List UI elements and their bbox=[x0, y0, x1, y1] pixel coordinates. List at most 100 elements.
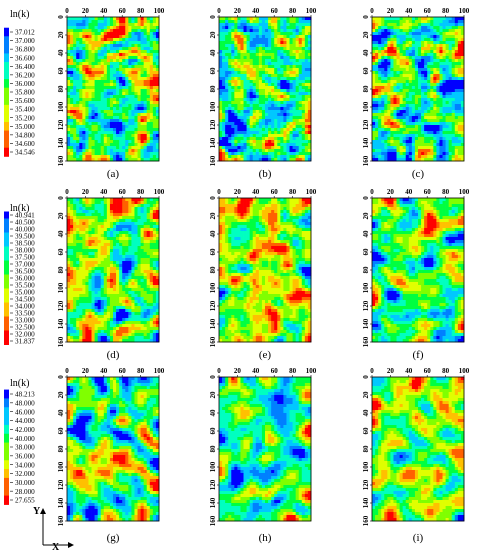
heatmap-cell bbox=[116, 53, 120, 57]
heatmap-cell bbox=[271, 92, 275, 96]
heatmap-cell bbox=[91, 237, 95, 241]
heatmap-cell bbox=[85, 59, 89, 63]
heatmap-cell bbox=[378, 149, 382, 153]
heatmap-cell bbox=[100, 219, 105, 223]
heatmap-cell bbox=[134, 231, 138, 235]
heatmap-cell bbox=[381, 155, 385, 159]
heatmap-cell bbox=[268, 92, 272, 96]
heatmap-cell bbox=[252, 17, 257, 21]
heatmap-cell bbox=[261, 140, 266, 144]
heatmap-cell bbox=[128, 101, 132, 105]
heatmap-cell bbox=[128, 38, 132, 42]
heatmap-cell bbox=[125, 137, 129, 141]
heatmap-cell bbox=[149, 213, 154, 217]
heatmap-cell bbox=[228, 26, 232, 30]
heatmap-cell bbox=[396, 80, 400, 84]
heatmap-cell bbox=[454, 74, 459, 78]
x-tick-label: 40 bbox=[252, 7, 260, 15]
x-tick-label: 60 bbox=[271, 7, 279, 15]
heatmap-cell bbox=[258, 149, 263, 153]
heatmap-cell bbox=[137, 231, 141, 235]
heatmap-cell bbox=[387, 41, 391, 45]
heatmap-cell bbox=[94, 234, 99, 238]
heatmap-cell bbox=[91, 107, 95, 111]
heatmap-cell bbox=[252, 134, 257, 138]
heatmap-cell bbox=[91, 38, 95, 42]
heatmap-cell bbox=[85, 65, 89, 69]
heatmap-cell bbox=[268, 137, 272, 141]
heatmap-cell bbox=[82, 71, 86, 75]
heatmap-cell bbox=[427, 86, 431, 90]
heatmap-cell bbox=[100, 216, 105, 220]
heatmap-cell bbox=[113, 83, 117, 87]
heatmap-cell bbox=[246, 26, 251, 30]
x-tick-label: 80 bbox=[289, 7, 297, 15]
heatmap-cell bbox=[85, 240, 89, 244]
heatmap-cell bbox=[79, 110, 83, 114]
heatmap-cell bbox=[405, 116, 410, 120]
heatmap-cell bbox=[106, 32, 111, 36]
heatmap-cell bbox=[439, 155, 443, 159]
heatmap-cell bbox=[140, 26, 145, 30]
heatmap-cell bbox=[307, 47, 312, 51]
heatmap-cell bbox=[243, 101, 247, 105]
heatmap-cell bbox=[307, 107, 312, 111]
heatmap-cell bbox=[73, 80, 77, 84]
heatmap-cell bbox=[277, 80, 281, 84]
heatmap-cell bbox=[255, 128, 260, 132]
heatmap-cell bbox=[304, 134, 309, 138]
heatmap-cell bbox=[119, 222, 123, 226]
heatmap-cell bbox=[100, 101, 105, 105]
legend-swatch bbox=[4, 316, 9, 324]
heatmap-cell bbox=[457, 80, 462, 84]
heatmap-cell bbox=[237, 104, 241, 108]
heatmap-cell bbox=[152, 134, 157, 138]
heatmap-cell bbox=[73, 71, 77, 75]
heatmap-cell bbox=[106, 17, 111, 21]
heatmap-cell bbox=[146, 47, 151, 51]
heatmap-cell bbox=[155, 98, 160, 102]
heatmap-cell bbox=[234, 95, 238, 99]
heatmap-cell bbox=[283, 107, 287, 111]
heatmap-cell bbox=[274, 83, 278, 87]
heatmap-cell bbox=[97, 65, 102, 69]
heatmap-cell bbox=[91, 119, 95, 123]
heatmap-cell bbox=[433, 32, 437, 36]
heatmap-cell bbox=[454, 80, 459, 84]
heatmap-cell bbox=[143, 35, 148, 39]
heatmap-cell bbox=[91, 140, 95, 144]
heatmap-cell bbox=[454, 53, 459, 57]
heatmap-cell bbox=[454, 152, 459, 156]
heatmap-cell bbox=[94, 216, 99, 220]
heatmap-cell bbox=[219, 128, 223, 132]
heatmap-cell bbox=[396, 89, 400, 93]
heatmap-cell bbox=[152, 216, 157, 220]
heatmap-cell bbox=[73, 68, 77, 72]
heatmap-cell bbox=[454, 116, 459, 120]
heatmap-cell bbox=[387, 68, 391, 72]
heatmap-cell bbox=[70, 80, 74, 84]
heatmap-cell bbox=[430, 134, 434, 138]
heatmap-cell bbox=[393, 98, 397, 102]
heatmap-cell bbox=[131, 234, 135, 238]
heatmap-cell bbox=[125, 17, 129, 21]
heatmap-cell bbox=[424, 128, 428, 132]
heatmap-cell bbox=[97, 56, 102, 60]
heatmap-cell bbox=[427, 113, 431, 117]
heatmap-cell bbox=[134, 71, 138, 75]
heatmap-cell bbox=[106, 62, 111, 66]
heatmap-cell bbox=[424, 17, 428, 21]
heatmap-cell bbox=[122, 41, 126, 45]
heatmap-cell bbox=[140, 17, 145, 21]
heatmap-cell bbox=[411, 29, 416, 33]
heatmap-cell bbox=[76, 17, 80, 21]
heatmap-cell bbox=[79, 134, 83, 138]
heatmap-cell bbox=[116, 104, 120, 108]
heatmap-cell bbox=[451, 86, 456, 90]
heatmap-cell bbox=[82, 104, 86, 108]
heatmap-cell bbox=[261, 119, 266, 123]
heatmap-cell bbox=[234, 155, 238, 159]
heatmap-cell bbox=[277, 59, 281, 63]
heatmap-cell bbox=[460, 143, 465, 147]
heatmap-cell bbox=[448, 125, 453, 129]
